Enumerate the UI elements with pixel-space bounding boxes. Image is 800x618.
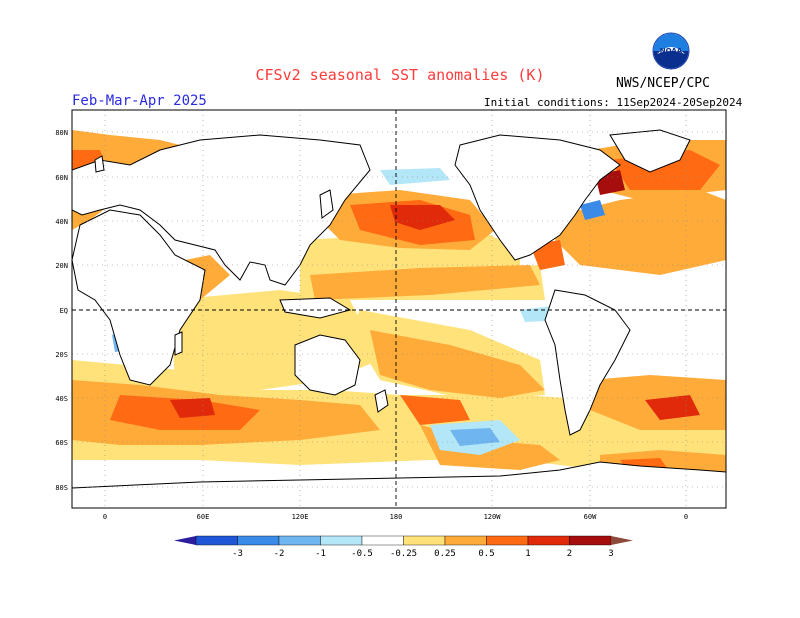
tropical-pacific-warm bbox=[310, 265, 540, 300]
lat-label: 80N bbox=[55, 129, 68, 137]
south-atlantic-hot bbox=[645, 395, 700, 420]
lat-label: 80S bbox=[55, 484, 68, 492]
lat-label: 40N bbox=[55, 218, 68, 226]
south-pacific-warm bbox=[370, 330, 545, 398]
colorbar-label: 2 bbox=[567, 549, 572, 559]
anomaly-field bbox=[72, 110, 726, 508]
colorbar-label: -3 bbox=[232, 549, 243, 559]
colorbar bbox=[174, 535, 633, 546]
south-america bbox=[544, 289, 631, 436]
colorbar-label: -2 bbox=[274, 549, 285, 559]
south-pacific-warmer bbox=[400, 395, 470, 425]
colorbar-swatch bbox=[569, 535, 612, 546]
lat-label: 60N bbox=[55, 174, 68, 182]
africa bbox=[72, 209, 206, 386]
colorbar-swatch bbox=[361, 535, 404, 546]
colorbar-swatch bbox=[195, 535, 238, 546]
lon-label: 60E bbox=[197, 513, 210, 521]
new-zealand bbox=[374, 389, 389, 413]
greenland bbox=[609, 129, 691, 173]
season-label: Feb-Mar-Apr 2025 bbox=[72, 93, 207, 109]
south-indian-hot bbox=[170, 398, 215, 418]
colorbar-labels: -3 -2 -1 -0.5 -0.25 0.25 0.5 1 2 3 bbox=[232, 549, 614, 559]
colorbar-swatch bbox=[403, 535, 446, 546]
madagascar bbox=[174, 331, 183, 356]
lon-label: 120W bbox=[484, 513, 502, 521]
bering-weak-cool bbox=[380, 168, 450, 185]
lon-label: 180 bbox=[390, 513, 403, 521]
lon-label: 120E bbox=[292, 513, 309, 521]
colorbar-swatch bbox=[486, 535, 529, 546]
colorbar-label: -1 bbox=[315, 549, 326, 559]
map-frame bbox=[71, 109, 727, 509]
colorbar-label: 0.25 bbox=[434, 549, 456, 559]
lat-label: 60S bbox=[55, 439, 68, 447]
japan bbox=[319, 189, 334, 219]
lat-label: 40S bbox=[55, 395, 68, 403]
colorbar-label: 1 bbox=[525, 549, 530, 559]
latitude-labels: 80N 60N 40N 20N EQ 20S 40S 60S 80S bbox=[55, 129, 68, 492]
agency-label: NWS/NCEP/CPC bbox=[616, 76, 710, 91]
lat-label: EQ bbox=[60, 307, 68, 315]
colorbar-arrow-left bbox=[174, 536, 196, 545]
continents bbox=[72, 129, 726, 508]
colorbar-swatch bbox=[278, 535, 321, 546]
colorbar-swatch bbox=[237, 535, 280, 546]
colorbar-arrow-right bbox=[611, 536, 633, 545]
colorbar-label: 0.5 bbox=[478, 549, 494, 559]
noaa-logo: NOAA bbox=[652, 32, 690, 70]
gulf-stream-cool bbox=[580, 200, 605, 220]
map-title: CFSv2 seasonal SST anomalies (K) bbox=[255, 66, 545, 84]
north-pacific-hot bbox=[390, 205, 455, 230]
graticule bbox=[72, 110, 726, 508]
colorbar-swatch bbox=[444, 535, 487, 546]
colorbar-swatch bbox=[527, 535, 570, 546]
lat-label: 20N bbox=[55, 262, 68, 270]
lat-label: 20S bbox=[55, 351, 68, 359]
svg-text:NOAA: NOAA bbox=[660, 47, 683, 55]
longitude-labels: 0 60E 120E 180 120W 60W 0 bbox=[103, 513, 688, 521]
north-america bbox=[454, 134, 621, 261]
eurasia bbox=[72, 134, 371, 286]
lon-label: 60W bbox=[584, 513, 597, 521]
lon-label: 0 bbox=[684, 513, 688, 521]
colorbar-label: -0.25 bbox=[390, 549, 417, 559]
uk bbox=[94, 155, 105, 173]
pacific-southern-cool bbox=[450, 428, 500, 446]
colorbar-swatch bbox=[320, 535, 363, 546]
initial-conditions-label: Initial conditions: 11Sep2024-20Sep2024 bbox=[484, 96, 743, 109]
colorbar-label: -0.5 bbox=[351, 549, 373, 559]
colorbar-label: 3 bbox=[608, 549, 613, 559]
lon-label: 0 bbox=[103, 513, 107, 521]
